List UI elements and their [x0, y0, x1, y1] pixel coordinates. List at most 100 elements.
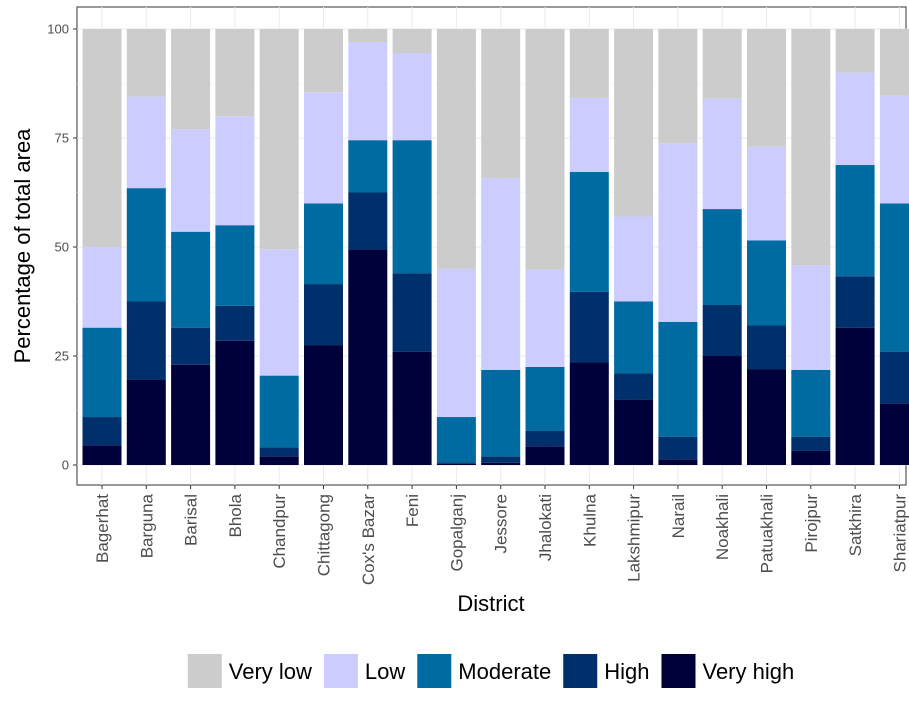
y-axis: 0 25 50 75 100: [47, 22, 77, 473]
bar-high: [304, 284, 343, 346]
x-tick-label: Lakshmipur: [625, 494, 644, 582]
x-tick-label: Cox's Bazar: [359, 494, 378, 585]
bar-moderate: [747, 240, 786, 326]
bar-very-high: [171, 364, 211, 465]
bar-very-low: [259, 29, 299, 250]
bar-very-low: [747, 29, 786, 147]
bar-low: [82, 247, 122, 328]
bar-very-low: [835, 29, 875, 73]
y-tick-label: 100: [47, 22, 69, 37]
bar-low: [259, 249, 299, 376]
bar-low: [481, 178, 521, 370]
x-tick-label: Gopalganj: [447, 494, 466, 572]
bar-high: [879, 351, 909, 404]
bar-very-high: [436, 463, 476, 465]
bar-low: [215, 116, 255, 226]
bar-very-high: [259, 456, 299, 465]
x-tick-label: Shariatpur: [890, 494, 909, 573]
bar-very-high: [525, 446, 565, 465]
bar-low: [835, 72, 875, 166]
legend-label-low: Low: [365, 659, 405, 684]
bar-high: [348, 192, 388, 250]
bar-very-low: [304, 29, 343, 93]
bar-moderate: [392, 140, 432, 274]
bar-moderate: [614, 301, 654, 374]
bar-high: [82, 417, 122, 446]
bar-high: [126, 301, 166, 380]
bar-very-high: [702, 356, 742, 465]
bar-high: [436, 462, 476, 464]
bar-low: [747, 146, 786, 241]
bar-low: [436, 268, 476, 418]
bar-very-high: [791, 450, 831, 465]
bar-high: [392, 273, 432, 352]
bar-moderate: [525, 366, 565, 431]
bar-very-low: [879, 29, 909, 96]
bar-moderate: [702, 209, 742, 305]
bar-low: [658, 143, 698, 322]
bar-very-low: [436, 29, 476, 269]
bar-low: [614, 216, 654, 302]
bar-moderate: [481, 369, 521, 457]
x-tick-label: Bagerhat: [93, 494, 112, 563]
x-tick-label: Khulna: [580, 493, 599, 546]
bar-moderate: [791, 369, 831, 437]
bar-very-low: [702, 29, 742, 99]
bar-very-high: [747, 369, 786, 465]
bar-very-high: [614, 399, 654, 465]
bar-high: [791, 436, 831, 451]
legend-swatch-moderate: [417, 654, 452, 688]
bar-high: [614, 373, 654, 400]
bar-moderate: [436, 417, 476, 463]
bar-high: [569, 291, 609, 363]
legend-swatch-very-high: [661, 654, 696, 688]
bar-very-low: [569, 29, 609, 98]
bar-high: [747, 325, 786, 370]
bar-very-low: [525, 29, 565, 270]
y-tick-label: 0: [62, 458, 69, 473]
x-tick-label: Chittagong: [315, 494, 334, 576]
bar-very-low: [392, 29, 432, 53]
bar-low: [171, 129, 211, 232]
x-tick-label: Narail: [669, 494, 688, 538]
bar-moderate: [82, 327, 122, 418]
bar-high: [702, 304, 742, 356]
bar-moderate: [835, 165, 875, 277]
bar-very-high: [126, 379, 166, 465]
bar-very-high: [304, 345, 343, 465]
x-tick-label: Feni: [403, 494, 422, 527]
bar-very-low: [215, 29, 255, 117]
bar-moderate: [171, 231, 211, 328]
bar-high: [481, 456, 521, 463]
x-tick-label: Barisal: [182, 494, 201, 546]
bar-low: [879, 95, 909, 204]
legend-swatch-very-low: [187, 654, 222, 688]
bar-low: [702, 98, 742, 210]
x-tick-label: Bhola: [226, 493, 245, 537]
bar-very-high: [835, 327, 875, 465]
bar-very-low: [82, 29, 122, 247]
bar-high: [215, 305, 255, 341]
legend-label-high: High: [604, 659, 649, 684]
bar-low: [791, 265, 831, 370]
bar-very-high: [658, 459, 698, 465]
bar-high: [525, 430, 565, 447]
bar-very-low: [658, 29, 698, 144]
x-tick-label: Barguna: [137, 493, 156, 558]
x-tick-label: Noakhali: [713, 494, 732, 560]
x-tick-label: Jessore: [492, 494, 511, 554]
x-tick-label: Patuakhali: [758, 494, 777, 573]
bar-high: [658, 436, 698, 460]
bar-low: [569, 97, 609, 173]
bar-moderate: [658, 321, 698, 437]
bar-low: [392, 52, 432, 141]
x-tick-label: Satkhira: [846, 493, 865, 556]
x-tick-label: Pirojpur: [802, 494, 821, 553]
legend-swatch-high: [563, 654, 598, 688]
bar-high: [835, 276, 875, 328]
bar-moderate: [259, 375, 299, 448]
x-tick-label: Jhalokati: [536, 494, 555, 561]
bar-high: [171, 327, 211, 365]
bar-very-low: [171, 29, 211, 130]
